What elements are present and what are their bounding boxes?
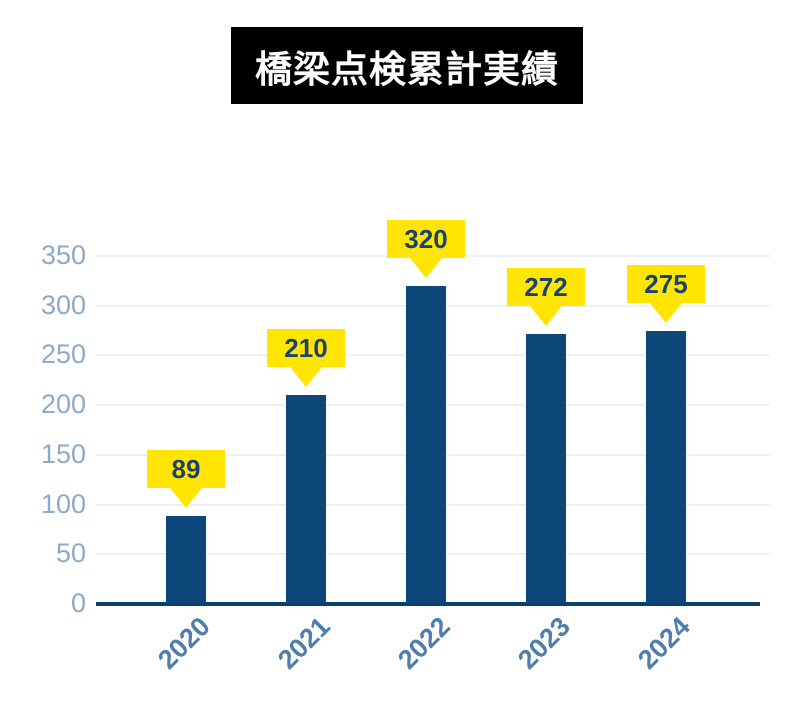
y-tick-label: 150 (40, 438, 86, 469)
y-tick-label: 350 (40, 240, 86, 270)
data-label-pointer (170, 487, 202, 508)
bar-2021 (286, 395, 326, 603)
data-label-bubble-2020: 89 (147, 449, 225, 488)
data-label-bubble-2023: 272 (507, 267, 585, 306)
bar-2023 (526, 333, 566, 603)
data-label-bubble-2024: 275 (627, 264, 705, 303)
data-label-bubble-2022: 320 (387, 219, 465, 258)
bar-2020 (166, 515, 206, 603)
y-tick-label: 100 (40, 488, 86, 519)
data-label-value: 275 (644, 268, 688, 299)
chart-title: 橋梁点検累計実績 (255, 48, 559, 90)
data-label-value: 272 (524, 271, 568, 302)
chart-title-banner: 橋梁点検累計実績 (231, 27, 583, 104)
data-label-value: 89 (171, 453, 201, 484)
data-label-pointer (530, 305, 562, 326)
data-label-value: 320 (404, 223, 448, 254)
x-axis-line (96, 602, 760, 606)
y-tick-label: 300 (40, 289, 86, 320)
y-tick-label: 250 (40, 339, 86, 370)
bar-2022 (406, 285, 446, 603)
data-label-pointer (650, 302, 682, 323)
data-label-bubble-2021: 210 (267, 329, 345, 368)
data-label-value: 210 (284, 333, 328, 364)
data-label-pointer (410, 257, 442, 278)
bar-2024 (646, 330, 686, 603)
y-tick-label: 200 (40, 389, 86, 420)
y-tick-label: 50 (55, 538, 86, 569)
data-label-pointer (290, 367, 322, 388)
y-tick-label: 0 (70, 588, 86, 618)
